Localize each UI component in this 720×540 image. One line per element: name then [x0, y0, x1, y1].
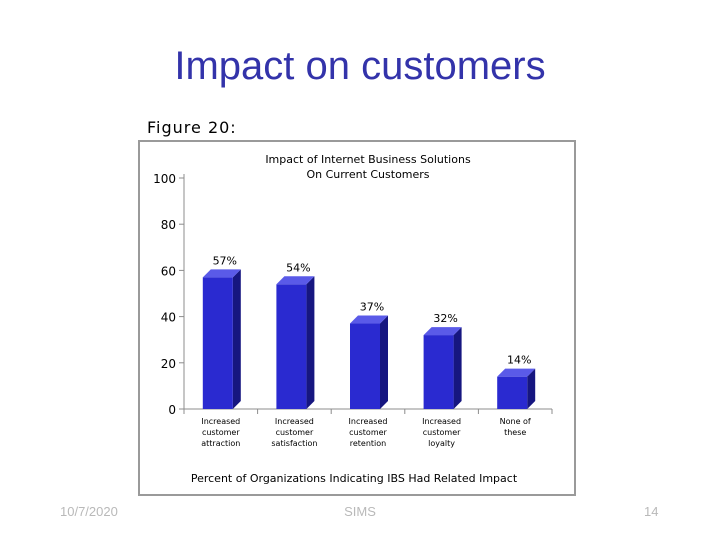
bar-4 — [497, 368, 536, 409]
bar-side-face — [527, 368, 536, 409]
y-tick-label: 40 — [161, 311, 176, 325]
chart-title: Impact of Internet Business Solutions On … — [265, 153, 471, 181]
bar — [202, 277, 233, 409]
category-label-line: customer — [423, 428, 461, 437]
page-number: 14 — [644, 504, 659, 519]
chart-title-line: Impact of Internet Business Solutions — [265, 153, 471, 166]
chart-axes: 0 20 40 60 80 100 — [153, 172, 553, 417]
data-label: 57% — [213, 254, 237, 267]
bar-side-face — [232, 269, 241, 409]
y-tick-label: 80 — [161, 218, 176, 232]
bar — [350, 323, 380, 409]
bar-top-face — [497, 368, 536, 377]
figure-label: Figure 20: — [147, 118, 237, 137]
x-axis-title: Percent of Organizations Indicating IBS … — [191, 472, 518, 485]
category-label-line: customer — [349, 428, 387, 437]
category-label-line: loyalty — [428, 439, 455, 448]
chart-data-labels: 57% 54% 37% 32% 14% — [213, 254, 532, 366]
y-tick-label: 100 — [153, 172, 176, 186]
category-label-line: Increased — [422, 417, 461, 426]
bar-2 — [350, 315, 388, 409]
data-label: 14% — [507, 354, 531, 367]
chart-title-line: On Current Customers — [306, 168, 429, 181]
category-label-line: retention — [350, 439, 387, 448]
bar — [423, 335, 454, 409]
y-tick-label: 60 — [161, 264, 176, 278]
category-label-line: Increased — [349, 417, 388, 426]
bar-3 — [423, 327, 462, 409]
bar-top-face — [202, 269, 241, 278]
slide-title: Impact on customers — [174, 44, 546, 88]
bar-side-face — [380, 315, 388, 409]
category-label-line: Increased — [201, 417, 240, 426]
chart-frame: Impact of Internet Business Solutions On … — [138, 140, 576, 496]
bar-chart: Impact of Internet Business Solutions On … — [153, 153, 553, 485]
bar-side-face — [453, 327, 462, 409]
chart-x-axis-title: Percent of Organizations Indicating IBS … — [191, 472, 518, 485]
y-tick-label: 0 — [168, 403, 176, 417]
data-label: 37% — [360, 301, 384, 314]
category-label-line: attraction — [201, 439, 240, 448]
y-tick-label: 20 — [161, 357, 176, 371]
category-label-line: satisfaction — [271, 439, 317, 448]
data-label: 54% — [286, 261, 310, 274]
bar — [276, 284, 307, 409]
category-label-line: these — [504, 428, 526, 437]
bar-side-face — [306, 276, 315, 409]
category-label-line: None of — [500, 417, 531, 426]
footer-date: 10/7/2020 — [60, 504, 118, 519]
bar-top-face — [350, 315, 388, 324]
category-label-line: customer — [276, 428, 314, 437]
bar — [497, 376, 528, 409]
bar-0 — [202, 269, 241, 409]
category-label-line: customer — [202, 428, 240, 437]
bar-top-face — [276, 276, 315, 285]
chart-bars — [202, 269, 536, 409]
bar-top-face — [423, 327, 462, 336]
chart-category-labels: Increased customer attraction Increased cust… — [201, 417, 531, 448]
bar-1 — [276, 276, 315, 409]
category-label-line: Increased — [275, 417, 314, 426]
footer-center-text: SIMS — [344, 504, 376, 519]
data-label: 32% — [433, 312, 457, 325]
